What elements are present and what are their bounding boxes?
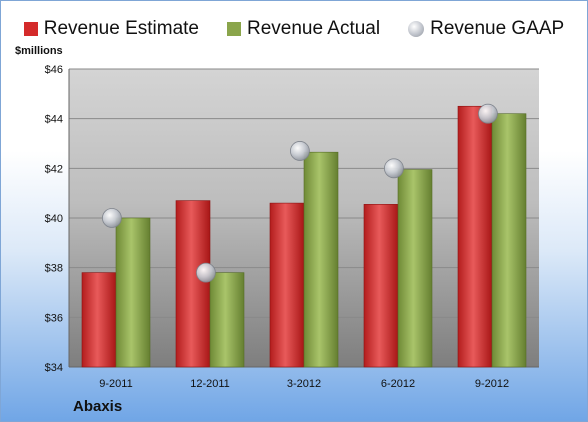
y-tick-label: $34 (45, 362, 63, 374)
bar-revenue-actual (397, 169, 433, 368)
y-tick-label: $44 (45, 114, 63, 126)
marker-revenue-gaap (290, 141, 310, 161)
bar-revenue-estimate (81, 272, 117, 368)
legend-swatch-estimate (23, 22, 38, 36)
legend-swatch-gaap (408, 21, 425, 37)
marker-revenue-gaap (384, 158, 404, 179)
marker-revenue-gaap (478, 103, 498, 124)
legend-item-revenue-estimate: Revenue Estimate (23, 18, 199, 40)
legend-label-estimate: Revenue Estimate (43, 18, 199, 39)
bar-revenue-actual (209, 272, 245, 368)
y-tick-label: $42 (45, 163, 63, 175)
y-tick-label: $36 (45, 312, 63, 324)
legend-label-gaap: Revenue GAAP (430, 18, 565, 39)
y-tick-label: $40 (45, 213, 63, 225)
bar-revenue-actual (115, 217, 151, 368)
marker-revenue-gaap (102, 208, 122, 228)
bar-revenue-estimate (269, 202, 305, 368)
x-tick-label: 9-2012 (475, 378, 509, 390)
y-axis-unit-label: $millions (15, 45, 63, 57)
marker-revenue-gaap (196, 262, 216, 283)
legend-swatch-actual (227, 22, 241, 36)
bar-revenue-actual (303, 151, 339, 368)
legend-label-actual: Revenue Actual (247, 18, 381, 39)
legend-item-revenue-gaap: Revenue GAAP (408, 18, 564, 40)
company-label: Abaxis (73, 398, 123, 415)
x-tick-label: 6-2012 (381, 378, 415, 390)
x-tick-label: 3-2012 (287, 378, 321, 390)
y-tick-label: $46 (45, 64, 63, 76)
y-tick-label: $38 (45, 263, 63, 275)
bar-revenue-estimate (457, 105, 493, 368)
legend-item-revenue-actual: Revenue Actual (227, 18, 380, 40)
bar-revenue-estimate (363, 204, 399, 368)
legend: Revenue Estimate Revenue Actual Revenue … (1, 15, 587, 43)
x-tick-label: 9-2011 (99, 378, 132, 390)
bar-revenue-estimate (175, 200, 211, 368)
x-tick-label: 12-2011 (190, 378, 230, 390)
bar-revenue-actual (491, 113, 527, 368)
